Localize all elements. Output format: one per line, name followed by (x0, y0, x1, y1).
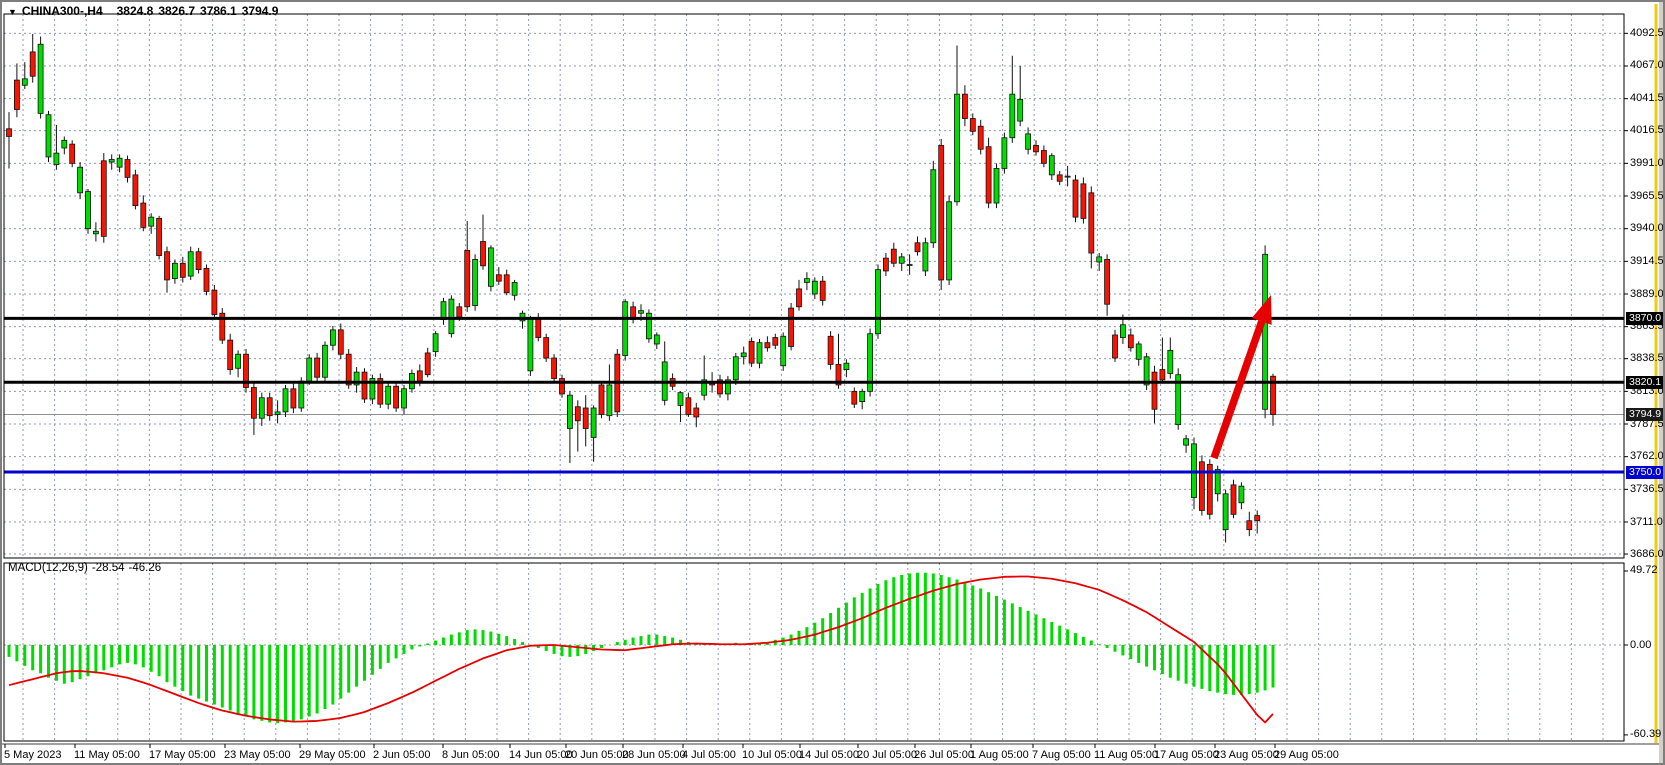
time-tick-label: 17 Aug 05:00 (1154, 749, 1219, 761)
price-line-label: 3794.9 (1626, 408, 1663, 422)
time-tick-label: 14 Jul 05:00 (799, 749, 859, 761)
time-tick-label: 14 Jun 05:00 (509, 749, 573, 761)
price-tick-label: 3838.5 (1630, 352, 1664, 365)
price-tick-label: 4041.5 (1630, 92, 1664, 105)
ohlc-high: 3826.7 (158, 4, 196, 18)
macd-panel-border (3, 562, 1625, 742)
time-tick-label: 5 May 2023 (4, 749, 62, 761)
price-tick-label: 3914.5 (1630, 254, 1664, 267)
price-tick-label: 3711.0 (1630, 515, 1663, 528)
price-tick-label: 3686.0 (1630, 547, 1664, 560)
price-tick-label: 3940.0 (1630, 222, 1664, 235)
chart-grid (4, 14, 1624, 741)
macd-tick-label: -60.39 (1630, 728, 1662, 741)
price-tick-label: 3762.0 (1630, 450, 1664, 463)
price-tick-label: 3991.0 (1630, 156, 1664, 169)
macd-signal-line[interactable] (8, 575, 1274, 724)
chart-title: ▼ CHINA300-,H4 3824.8 3826.7 3786.1 3794.9 (8, 4, 283, 18)
time-tick-label: 1 Aug 05:00 (970, 749, 1029, 761)
time-tick-label: 2 Jun 05:00 (373, 749, 431, 761)
price-line-label: 3870.0 (1626, 311, 1663, 325)
price-tick-label: 4092.5 (1630, 26, 1664, 39)
time-tick-label: 11 Aug 05:00 (1094, 749, 1159, 761)
symbol-name: CHINA300-,H4 (21, 4, 103, 18)
time-tick-label: 4 Jul 05:00 (682, 749, 736, 761)
time-tick-label: 20 Jul 05:00 (857, 749, 917, 761)
time-tick-label: 8 Jun 05:00 (442, 749, 500, 761)
time-tick-label: 11 May 05:00 (74, 749, 140, 761)
ohlc-open: 3824.8 (116, 4, 154, 18)
time-tick-label: 17 May 05:00 (149, 749, 216, 761)
ohlc-low: 3786.1 (200, 4, 237, 18)
ohlc-close: 3794.9 (241, 4, 279, 18)
time-tick-label: 23 May 05:00 (224, 749, 291, 761)
price-tick-label: 3965.5 (1630, 189, 1664, 202)
time-tick-label: 29 May 05:00 (299, 749, 366, 761)
trend-arrow[interactable] (1210, 295, 1272, 460)
price-tick-label: 4067.0 (1630, 59, 1664, 72)
main-panel-border (3, 13, 1625, 559)
macd-name: MACD(12,26,9) (8, 562, 88, 574)
macd-tick-label: 49.72 (1630, 564, 1658, 577)
time-tick-label: 29 Aug 05:00 (1274, 749, 1339, 761)
time-tick-label: 23 Aug 05:00 (1214, 749, 1279, 761)
time-tick-label: 7 Aug 05:00 (1032, 749, 1091, 761)
time-tick-label: 26 Jul 05:00 (914, 749, 974, 761)
price-tick-label: 3889.0 (1630, 287, 1664, 300)
macd-indicator-label: MACD(12,26,9) -28.54 -46.26 (8, 562, 165, 574)
price-tick-label: 4016.5 (1630, 124, 1664, 137)
price-tick-label: 3736.5 (1630, 482, 1664, 495)
time-tick-label: 28 Jun 05:00 (622, 749, 686, 761)
macd-histogram[interactable] (7, 572, 1275, 724)
price-line-label: 3750.0 (1626, 465, 1663, 479)
candles-layer[interactable] (6, 33, 1276, 543)
time-tick-label: 10 Jul 05:00 (742, 749, 802, 761)
macd-tick-label: 0.00 (1630, 638, 1652, 651)
price-line-label: 3820.1 (1626, 375, 1663, 389)
macd-signal-value: -46.26 (128, 562, 162, 574)
time-tick-label: 20 Jun 05:00 (565, 749, 629, 761)
axis-tick-marks (4, 32, 1628, 748)
macd-main-value: -28.54 (91, 562, 125, 574)
chevron-down-icon[interactable]: ▼ (8, 7, 17, 17)
